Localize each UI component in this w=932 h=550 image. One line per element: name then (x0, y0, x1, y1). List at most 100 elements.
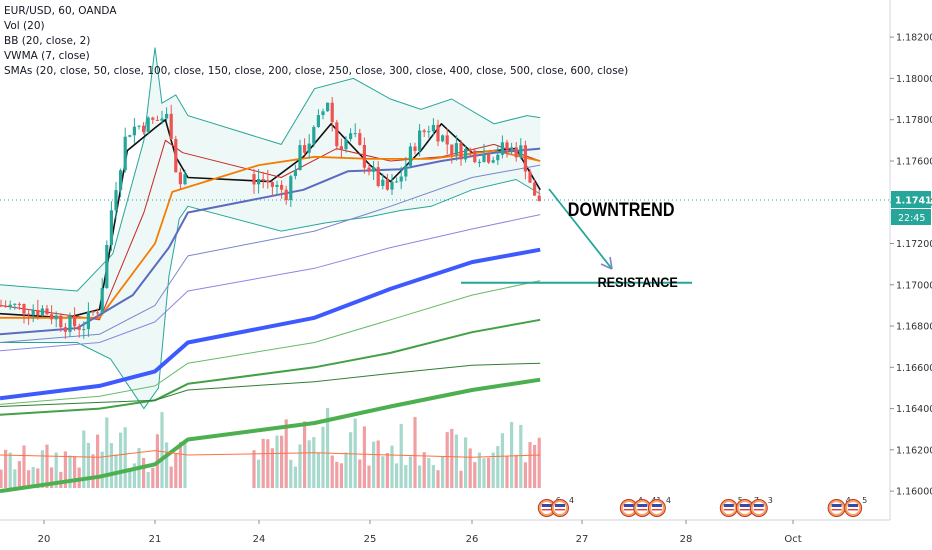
volume-bar (321, 426, 325, 488)
price-tick-label: 1.18000 (896, 74, 932, 85)
volume-bar (261, 438, 265, 488)
volume-bar (477, 452, 481, 488)
volume-bar (146, 471, 150, 488)
candle-body (344, 139, 348, 150)
candle-body (510, 147, 514, 150)
volume-bar (105, 417, 109, 488)
candle-body (100, 288, 104, 314)
candle-body (362, 145, 366, 168)
volume-bar (335, 461, 339, 488)
volume-bar (165, 442, 169, 488)
volume-bar (174, 453, 178, 488)
candle-body (321, 111, 325, 116)
candle-body (109, 210, 113, 245)
candle-body (422, 130, 426, 133)
candle-body (533, 182, 537, 196)
volume-bar (27, 470, 31, 488)
time-tick-label: 24 (253, 534, 266, 545)
volume-bars (0, 407, 541, 488)
event-count: 4 (569, 496, 574, 505)
candle-body (505, 142, 509, 150)
price-tick-label: 1.16600 (896, 363, 932, 374)
calendar-event-icon[interactable]: 4 (647, 496, 671, 517)
volume-bar (316, 452, 320, 488)
calendar-event-icon[interactable]: 4 (551, 496, 575, 517)
volume-bar (445, 432, 449, 488)
last-price-label: 1.17411 (895, 196, 932, 207)
candle-body (73, 316, 77, 327)
volume-bar (160, 412, 164, 488)
flag-stripe (739, 509, 750, 511)
volume-bar (270, 448, 274, 488)
candle-body (50, 314, 54, 320)
candle-body (13, 303, 17, 305)
calendar-event-icon[interactable]: 4 (619, 496, 643, 517)
indicator-vwma[interactable]: VWMA (7, close) (4, 50, 90, 62)
volume-bar (293, 466, 297, 488)
volume-bar (119, 432, 123, 488)
event-count: 3 (768, 496, 773, 505)
candle-body (59, 315, 63, 328)
indicator-bollinger[interactable]: BB (20, close, 2) (4, 35, 91, 47)
volume-bar (128, 468, 132, 488)
candle-body (427, 131, 431, 133)
volume-bar (91, 454, 95, 488)
volume-bar (468, 448, 472, 488)
calendar-event-icon[interactable]: 3 (749, 496, 773, 517)
volume-bar (17, 461, 21, 488)
candle-body (316, 115, 320, 127)
indicator-smas[interactable]: SMAs (20, close, 50, close, 100, close, … (4, 65, 629, 77)
candle-body (445, 135, 449, 145)
candle-body (500, 142, 504, 155)
candle-body (0, 305, 3, 307)
candle-body (275, 184, 279, 187)
volume-bar (178, 441, 182, 488)
candle-body (431, 124, 435, 132)
volume-bar (404, 465, 408, 488)
flag-stripe (651, 509, 662, 511)
volume-bar (183, 442, 187, 488)
volume-bar (528, 442, 532, 488)
volume-bar (491, 452, 495, 488)
downtrend-label: DOWNTREND (568, 199, 675, 221)
candle-body (349, 133, 353, 140)
volume-bar (381, 456, 385, 488)
volume-bar (40, 450, 44, 488)
ma-line (0, 280, 541, 405)
candle-body (68, 316, 72, 332)
candle-body (22, 304, 26, 314)
time-tick-label: 26 (466, 534, 479, 545)
candle-body (372, 167, 376, 172)
volume-bar (399, 423, 403, 488)
candle-body (40, 308, 44, 316)
candle-body (326, 102, 330, 112)
candle-body (390, 181, 394, 190)
candle-body (436, 124, 440, 142)
volume-bar (510, 422, 514, 488)
time-tick-label: 27 (576, 534, 589, 545)
candle-body (91, 311, 95, 313)
candle-body (339, 146, 343, 150)
candle-body (82, 329, 86, 331)
time-tick-label: 20 (38, 534, 51, 545)
volume-bar (109, 443, 113, 488)
ma-line (0, 164, 541, 343)
volume-bar (339, 463, 343, 488)
indicator-volume[interactable]: Vol (20) (4, 20, 45, 32)
calendar-event-icon[interactable]: 5 (844, 496, 868, 517)
volume-bar (4, 449, 8, 488)
ma-line (0, 118, 541, 319)
volume-bar (362, 426, 366, 488)
candle-body (385, 179, 389, 190)
candle-body (408, 146, 412, 166)
volume-bar (353, 418, 357, 488)
candle-body (8, 304, 12, 307)
symbol-title[interactable]: EUR/USD, 60, OANDA (4, 5, 117, 17)
volume-bar (454, 434, 458, 488)
event-badge-inner (722, 502, 735, 514)
candle-body (266, 180, 270, 183)
event-markers[interactable]: 64441457345 (537, 496, 868, 517)
price-tick-label: 1.17800 (896, 115, 932, 126)
calendar-event-icon[interactable]: 7 (735, 496, 759, 517)
